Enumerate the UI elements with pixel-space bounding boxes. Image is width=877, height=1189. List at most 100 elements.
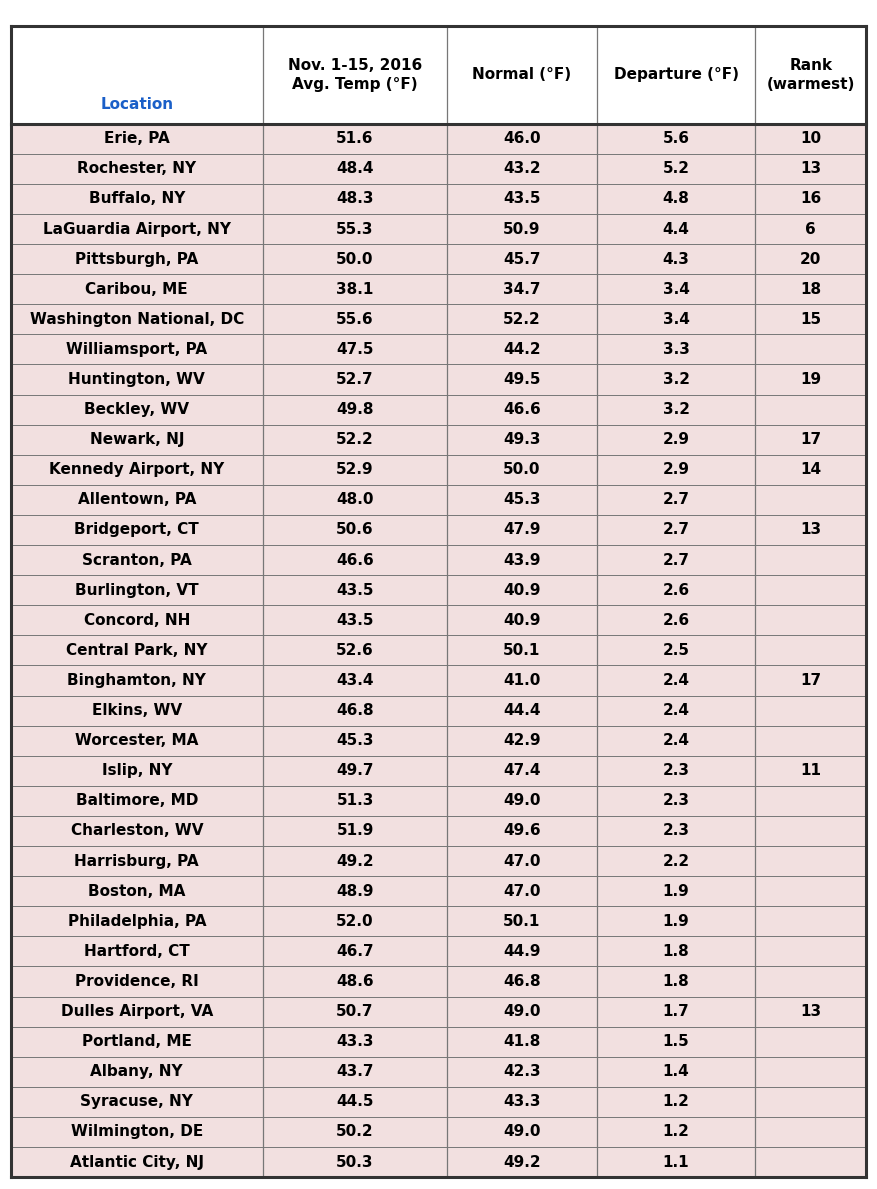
Text: 50.0: 50.0 — [336, 252, 374, 266]
Text: Beckley, WV: Beckley, WV — [84, 402, 189, 417]
Text: 3.4: 3.4 — [663, 312, 689, 327]
Text: 1.9: 1.9 — [663, 914, 689, 929]
Text: 49.5: 49.5 — [503, 372, 541, 386]
Text: 51.3: 51.3 — [337, 793, 374, 809]
Text: 55.6: 55.6 — [336, 312, 374, 327]
Text: Buffalo, NY: Buffalo, NY — [89, 191, 185, 207]
Bar — [11, 1087, 866, 1116]
Text: Pittsburgh, PA: Pittsburgh, PA — [75, 252, 198, 266]
Bar — [11, 1147, 866, 1177]
Text: Providence, RI: Providence, RI — [75, 974, 199, 989]
Bar — [11, 545, 866, 575]
Text: 50.7: 50.7 — [336, 1004, 374, 1019]
Text: 52.0: 52.0 — [336, 914, 374, 929]
Text: 48.6: 48.6 — [336, 974, 374, 989]
Bar — [11, 996, 866, 1026]
Text: Kennedy Airport, NY: Kennedy Airport, NY — [49, 463, 225, 477]
Text: Islip, NY: Islip, NY — [102, 763, 172, 779]
Text: 48.0: 48.0 — [336, 492, 374, 508]
Text: 41.8: 41.8 — [503, 1034, 540, 1049]
Text: Concord, NH: Concord, NH — [83, 612, 190, 628]
Bar — [11, 605, 866, 635]
Text: 2.7: 2.7 — [662, 522, 689, 537]
Text: 43.5: 43.5 — [336, 583, 374, 598]
Text: 19: 19 — [801, 372, 822, 386]
Text: Syracuse, NY: Syracuse, NY — [81, 1094, 193, 1109]
Text: 3.4: 3.4 — [663, 282, 689, 297]
Bar — [11, 214, 866, 244]
Text: 13: 13 — [801, 162, 822, 176]
Text: 45.3: 45.3 — [503, 492, 541, 508]
Text: Elkins, WV: Elkins, WV — [92, 703, 182, 718]
Text: 47.0: 47.0 — [503, 854, 541, 869]
Text: 55.3: 55.3 — [336, 221, 374, 237]
Bar — [11, 334, 866, 365]
Bar — [11, 454, 866, 485]
Text: 2.9: 2.9 — [662, 432, 689, 447]
Text: 49.7: 49.7 — [336, 763, 374, 779]
Text: 43.3: 43.3 — [336, 1034, 374, 1049]
Text: 52.6: 52.6 — [336, 643, 374, 658]
Text: Scranton, PA: Scranton, PA — [82, 553, 192, 567]
Text: 1.8: 1.8 — [663, 944, 689, 958]
Text: 46.8: 46.8 — [336, 703, 374, 718]
Text: 2.3: 2.3 — [662, 793, 689, 809]
Text: 50.0: 50.0 — [503, 463, 541, 477]
Text: 2.4: 2.4 — [662, 673, 689, 688]
Text: 43.3: 43.3 — [503, 1094, 541, 1109]
Bar — [11, 275, 866, 304]
Text: 1.7: 1.7 — [663, 1004, 689, 1019]
Text: 42.3: 42.3 — [503, 1064, 541, 1080]
Text: 49.3: 49.3 — [503, 432, 541, 447]
Bar — [11, 153, 866, 184]
Bar — [11, 244, 866, 275]
Text: 2.3: 2.3 — [662, 824, 689, 838]
Text: 6: 6 — [805, 221, 816, 237]
Text: 13: 13 — [801, 522, 822, 537]
Text: Wilmington, DE: Wilmington, DE — [71, 1125, 203, 1139]
Text: 2.6: 2.6 — [662, 583, 689, 598]
Text: 40.9: 40.9 — [503, 583, 541, 598]
Text: Erie, PA: Erie, PA — [103, 131, 169, 146]
Bar — [11, 365, 866, 395]
Text: 38.1: 38.1 — [337, 282, 374, 297]
Bar — [11, 847, 866, 876]
Text: Departure (°F): Departure (°F) — [614, 68, 738, 82]
Text: 44.9: 44.9 — [503, 944, 541, 958]
Text: 4.8: 4.8 — [663, 191, 689, 207]
Text: 50.1: 50.1 — [503, 914, 540, 929]
Text: 1.2: 1.2 — [663, 1094, 689, 1109]
Text: 2.5: 2.5 — [662, 643, 689, 658]
Text: 4.4: 4.4 — [663, 221, 689, 237]
Text: Rank
(warmest): Rank (warmest) — [766, 58, 855, 92]
Text: Newark, NJ: Newark, NJ — [89, 432, 184, 447]
Text: 42.9: 42.9 — [503, 734, 541, 748]
Bar — [11, 967, 866, 996]
Bar — [11, 1116, 866, 1147]
Text: 2.7: 2.7 — [662, 492, 689, 508]
Bar — [11, 906, 866, 936]
Text: 2.6: 2.6 — [662, 612, 689, 628]
Text: 43.4: 43.4 — [336, 673, 374, 688]
Text: 52.2: 52.2 — [503, 312, 541, 327]
Text: 45.7: 45.7 — [503, 252, 541, 266]
Text: 44.2: 44.2 — [503, 342, 541, 357]
Text: 48.9: 48.9 — [336, 883, 374, 899]
Text: 34.7: 34.7 — [503, 282, 541, 297]
Bar — [11, 184, 866, 214]
Text: 13: 13 — [801, 1004, 822, 1019]
Text: 3.2: 3.2 — [662, 402, 689, 417]
Text: Charleston, WV: Charleston, WV — [70, 824, 203, 838]
Text: 45.3: 45.3 — [336, 734, 374, 748]
Text: 16: 16 — [800, 191, 822, 207]
Text: Hartford, CT: Hartford, CT — [84, 944, 189, 958]
Text: Albany, NY: Albany, NY — [90, 1064, 183, 1080]
Bar — [11, 515, 866, 545]
Bar — [11, 395, 866, 424]
Text: Baltimore, MD: Baltimore, MD — [75, 793, 198, 809]
Bar — [11, 696, 866, 725]
Text: Philadelphia, PA: Philadelphia, PA — [68, 914, 206, 929]
Text: Huntington, WV: Huntington, WV — [68, 372, 205, 386]
Bar — [11, 26, 866, 124]
Text: 47.9: 47.9 — [503, 522, 541, 537]
